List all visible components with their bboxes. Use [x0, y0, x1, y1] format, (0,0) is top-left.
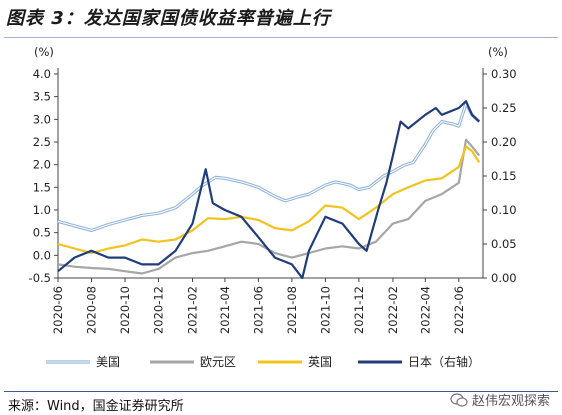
legend: 美国 欧元区 英国 日本（右轴） [46, 354, 480, 369]
x-tick-label: 2021-12 [352, 286, 366, 334]
series-line-us-inner [57, 102, 480, 231]
series-line-uk [57, 145, 481, 255]
x-tick-label: 2021-10 [318, 286, 332, 334]
x-tick-label: 2020-06 [51, 286, 65, 334]
right-tick-label: 0.30 [491, 67, 517, 81]
footer-divider [4, 391, 558, 392]
left-axis-unit: (%) [34, 45, 54, 59]
wechat-icon [450, 392, 468, 407]
left-tick-label: 2.0 [33, 158, 51, 172]
left-tick-label: 1.5 [33, 180, 51, 194]
legend-label-japan: 日本（右轴） [408, 354, 480, 369]
x-tick-label: 2020-08 [84, 286, 98, 334]
legend-label-euro: 欧元区 [200, 355, 236, 369]
x-tick-label: 2021-04 [218, 286, 232, 334]
right-tick-label: 0.15 [491, 169, 517, 183]
title-divider [4, 37, 558, 38]
left-tick-label: 2.5 [33, 135, 51, 149]
x-tick-label: 2021-02 [186, 286, 200, 334]
axes: -0.5 0.0 0.5 1.0 1.5 2.0 2.5 3.0 3.5 4.0 0.00 0.05 0… [29, 67, 517, 334]
left-tick-label: 0.5 [33, 226, 51, 240]
watermark-text: 赵伟宏观探索 [471, 394, 550, 409]
left-tick-label: 3.5 [33, 90, 51, 104]
legend-label-us: 美国 [96, 355, 120, 369]
x-tick-label: 2020-12 [151, 286, 165, 334]
left-tick-label: 0.0 [33, 248, 51, 262]
x-tick-label: 2022-02 [386, 286, 400, 334]
x-tick-label: 2021-08 [285, 286, 299, 334]
right-tick-label: 0.05 [491, 237, 517, 251]
left-tick-label: 3.0 [33, 112, 51, 126]
x-tick-label: 2022-06 [452, 286, 466, 334]
left-tick-label: 1.0 [33, 203, 51, 217]
series-line-euro [57, 138, 481, 275]
page-title: 图表 3：发达国家国债收益率普遍上行 [6, 8, 331, 29]
series-lines [57, 100, 481, 280]
x-tick-label: 2020-10 [118, 286, 132, 334]
x-tick-label: 2022-04 [418, 286, 432, 334]
right-tick-label: 0.20 [491, 135, 517, 149]
watermark: 赵伟宏观探索 [450, 390, 550, 409]
source-note: 来源：Wind，国金证券研究所 [8, 399, 184, 414]
line-chart: (%) (%) -0.5 0.0 0.5 1.0 1.5 2.0 2.5 3.0 3.5 4.0 0… [29, 45, 517, 369]
right-axis-unit: (%) [488, 45, 508, 59]
left-tick-label: -0.5 [29, 271, 51, 285]
x-tick-label: 2021-06 [251, 286, 265, 334]
right-tick-label: 0.10 [491, 203, 517, 217]
left-tick-label: 4.0 [33, 67, 51, 81]
series-line-japan [57, 100, 480, 280]
right-tick-label: 0.00 [491, 271, 517, 285]
legend-label-uk: 英国 [308, 355, 332, 369]
right-tick-label: 0.25 [491, 101, 517, 115]
